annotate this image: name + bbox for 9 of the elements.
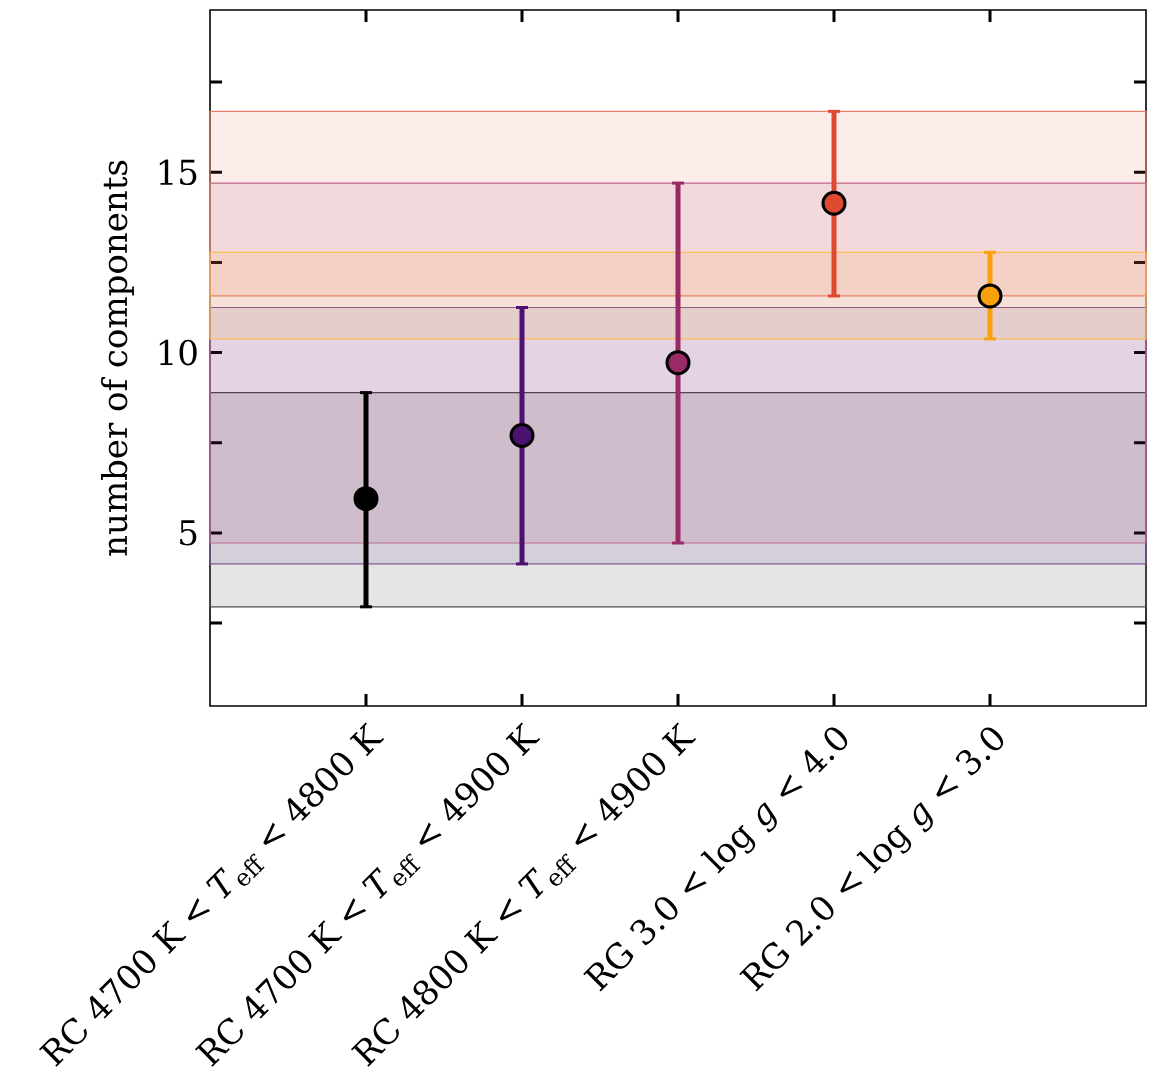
point xyxy=(353,486,379,512)
point xyxy=(509,423,535,449)
point xyxy=(977,283,1003,309)
y-tick-label: 15 xyxy=(159,159,197,186)
point xyxy=(821,190,847,216)
point xyxy=(665,350,691,376)
y-axis-title: number of components xyxy=(101,160,134,556)
y-tick-label: 10 xyxy=(159,339,197,366)
y-tick-label: 5 xyxy=(180,520,197,546)
